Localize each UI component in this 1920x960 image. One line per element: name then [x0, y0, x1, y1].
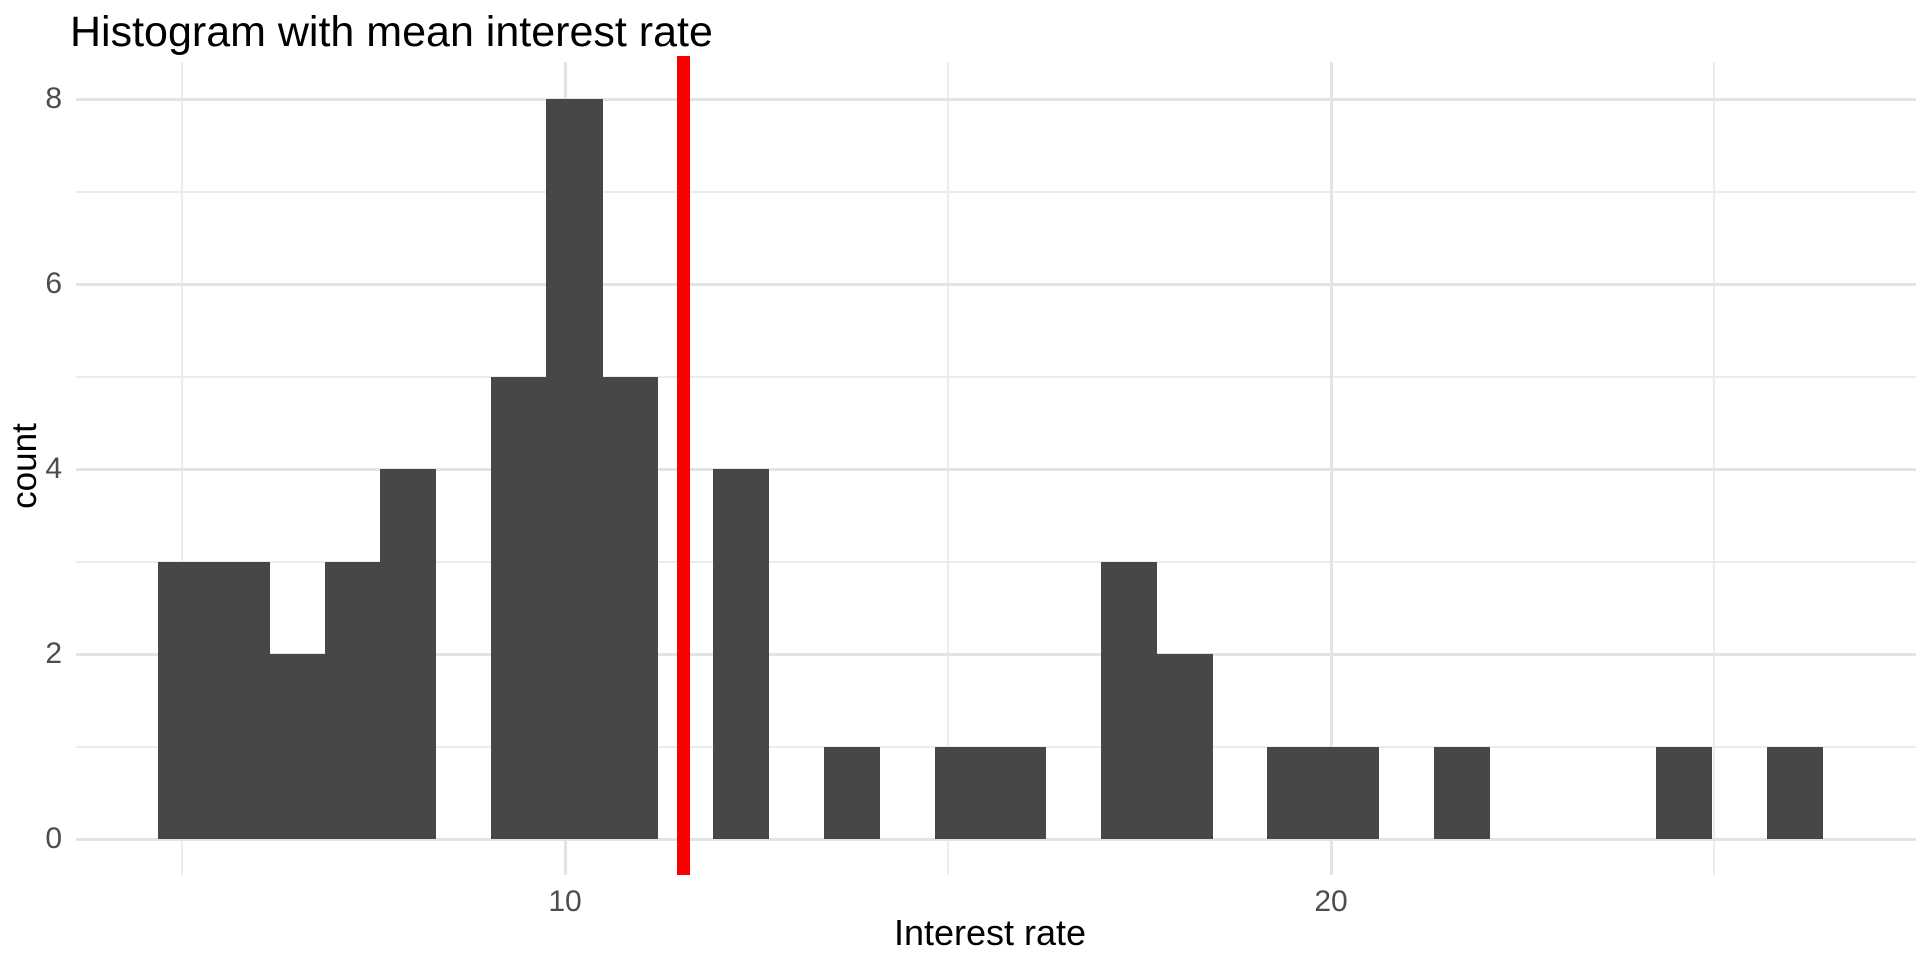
chart-panel	[76, 56, 1916, 875]
histogram-bar	[1322, 746, 1379, 839]
histogram-bar	[269, 654, 326, 839]
histogram-bar	[1101, 561, 1158, 839]
gridline-y-major	[76, 467, 1916, 471]
histogram-bar	[934, 746, 991, 839]
gridline-y-major	[76, 837, 1916, 841]
gridline-y-major	[76, 97, 1916, 101]
histogram-bar	[990, 746, 1047, 839]
y-tick-label: 4	[45, 452, 62, 485]
gridline-y-minor	[76, 375, 1916, 378]
histogram-bar	[380, 469, 437, 839]
y-tick-label: 6	[45, 267, 62, 300]
histogram-bar	[1267, 746, 1324, 839]
histogram-bar	[1156, 654, 1213, 839]
gridline-x-major	[1329, 62, 1333, 875]
mean-vline	[677, 56, 691, 875]
y-tick-label: 0	[45, 822, 62, 855]
histogram-bar	[491, 376, 548, 839]
histogram-bar	[823, 746, 880, 839]
gridline-y-minor	[76, 560, 1916, 563]
histogram-bar	[158, 561, 215, 839]
gridline-y-major	[76, 652, 1916, 656]
histogram-bar	[1766, 746, 1823, 839]
y-tick-label: 2	[45, 637, 62, 670]
chart-title: Histogram with mean interest rate	[70, 8, 713, 56]
histogram-bar	[1433, 746, 1490, 839]
x-tick-label: 10	[548, 885, 582, 918]
gridline-y-minor	[76, 190, 1916, 193]
x-tick-label: 20	[1314, 885, 1348, 918]
histogram-bar	[1655, 746, 1712, 839]
histogram-bar	[546, 99, 603, 839]
histogram-bar	[712, 469, 769, 839]
y-tick-label: 8	[45, 82, 62, 115]
histogram-bar	[601, 376, 658, 839]
gridline-y-major	[76, 282, 1916, 286]
x-axis-title: Interest rate	[893, 912, 1087, 953]
histogram-bar	[213, 561, 270, 839]
histogram-bar	[324, 561, 381, 839]
